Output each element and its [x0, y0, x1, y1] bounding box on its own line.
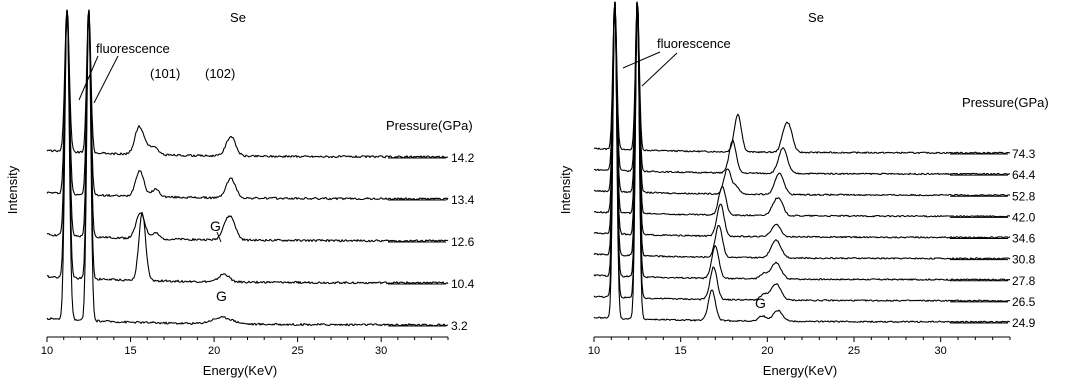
left-peak-101-label: (101) [150, 66, 180, 81]
right-y-axis-label: Intensity [558, 165, 573, 214]
right-trace-30-8 [593, 1, 1011, 260]
right-traces [593, 1, 1011, 324]
left-trace-12-6 [46, 9, 449, 243]
panel-left: Se Intensity Energy(KeV) Pressure(GPa) f… [5, 9, 475, 378]
left-fluorescence-pointer-2 [93, 55, 119, 104]
right-pressure-label: 64.4 [1012, 168, 1036, 182]
right-trace-34-6 [593, 1, 1011, 239]
left-x-axis-label: Energy(KeV) [203, 363, 277, 378]
right-pressure-label: 52.8 [1012, 189, 1036, 203]
right-fluorescence-label: fluorescence [657, 36, 731, 51]
right-legend-title: Pressure(GPa) [962, 95, 1049, 110]
right-fluorescence-pointer-1 [622, 51, 661, 69]
right-pressure-label: 34.6 [1012, 232, 1036, 246]
right-trace-42-0 [593, 1, 1011, 218]
right-trace-64-4 [593, 1, 1011, 176]
right-x-tick-label: 30 [935, 345, 947, 357]
right-pressure-label: 24.9 [1012, 316, 1036, 330]
left-gasket-label-lower: G [216, 288, 227, 304]
right-gasket-label: G [755, 295, 766, 311]
left-trace-14-2 [46, 9, 449, 159]
left-y-axis-label: Intensity [5, 165, 20, 214]
right-chart-title: Se [808, 10, 824, 25]
right-fluorescence-pointer-2 [641, 52, 678, 87]
right-trace-74-3 [593, 1, 1011, 155]
left-pressure-label: 12.6 [451, 235, 475, 249]
left-x-tick-label: 10 [41, 345, 53, 357]
right-pressure-label: 26.5 [1012, 295, 1036, 309]
left-trace-10-4 [46, 9, 449, 285]
right-pressure-label: 27.8 [1012, 274, 1036, 288]
right-x-axis-label: Energy(KeV) [763, 363, 837, 378]
left-x-tick-label: 20 [208, 345, 220, 357]
right-pressure-labels: 74.3 64.4 52.8 42.0 34.6 30.8 27.8 26.5 24.9 [950, 147, 1036, 330]
left-x-axis: 10 15 20 25 30 [41, 336, 449, 357]
right-pressure-label: 74.3 [1012, 147, 1036, 161]
left-pressure-label: 14.2 [451, 151, 475, 165]
left-x-tick-label: 25 [292, 345, 304, 357]
left-x-tick-label: 15 [124, 345, 136, 357]
left-peak-102-label: (102) [205, 66, 235, 81]
left-trace-3-2 [46, 9, 449, 327]
left-gasket-label-upper: G [210, 218, 221, 234]
left-legend-title: Pressure(GPa) [386, 118, 473, 133]
panel-right: Se Intensity Energy(KeV) Pressure(GPa) f… [558, 1, 1049, 378]
left-pressure-label: 10.4 [451, 277, 475, 291]
left-pressure-label: 13.4 [451, 193, 475, 207]
left-chart-title: Se [230, 10, 246, 25]
right-x-tick-label: 20 [761, 345, 773, 357]
right-trace-24-9 [593, 1, 1011, 324]
right-x-tick-label: 10 [588, 345, 600, 357]
left-trace-13-4 [46, 9, 449, 201]
left-pressure-label: 3.2 [451, 319, 468, 333]
right-x-axis: 10 15 20 25 30 [588, 336, 1011, 357]
left-fluorescence-label: fluorescence [96, 41, 170, 56]
right-trace-52-8 [593, 1, 1010, 197]
right-pressure-label: 30.8 [1012, 253, 1036, 267]
right-pressure-label: 42.0 [1012, 210, 1036, 224]
right-x-tick-label: 25 [848, 345, 860, 357]
right-x-tick-label: 15 [675, 345, 687, 357]
right-trace-27-8 [593, 1, 1011, 281]
right-trace-26-5 [593, 1, 1011, 303]
left-gasket-pointer-upper [216, 231, 222, 243]
left-x-tick-label: 30 [375, 345, 387, 357]
left-traces [46, 9, 449, 327]
left-fluorescence-pointer-1 [78, 55, 99, 101]
left-pressure-labels: 14.2 13.4 12.6 10.4 3.2 [388, 151, 475, 333]
